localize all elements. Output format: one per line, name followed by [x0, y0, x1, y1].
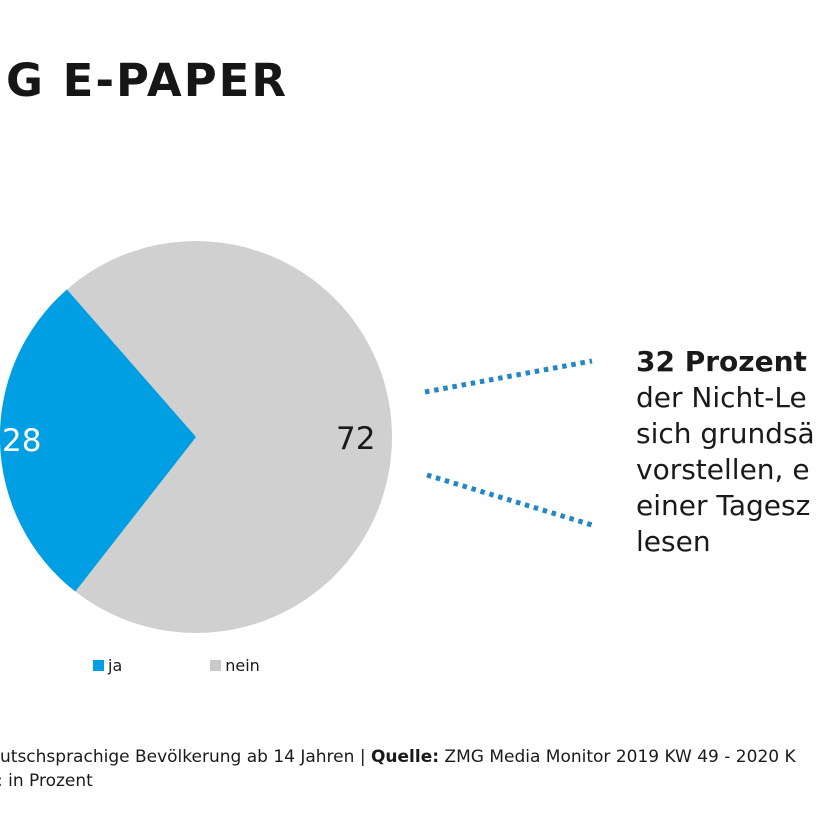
legend-label-ja: ja [108, 656, 123, 675]
source-label: Quelle: [370, 747, 440, 767]
annotation-line-3: sich grundsä [636, 417, 815, 450]
source-line-2: : in Prozent [0, 771, 93, 791]
annotation-connector-lines [424, 358, 593, 528]
annotation-line-5: einer Tagesz [636, 489, 811, 522]
legend-item-nein: nein [210, 656, 260, 675]
annotation-line-6: lesen [636, 525, 711, 558]
connector-line-lower [426, 472, 593, 528]
legend-swatch-nein [210, 660, 222, 671]
pie-slice-ja [0, 289, 196, 592]
page-title: G E-PAPER [6, 54, 289, 107]
legend: ja nein [93, 656, 260, 675]
source-line-1: utschsprachige Bevölkerung ab 14 Jahren … [0, 745, 822, 769]
annotation-text: 32 Prozent der Nicht-Le sich grundsä vor… [636, 344, 822, 560]
annotation-line-2: der Nicht-Le [636, 381, 807, 414]
source-note: utschsprachige Bevölkerung ab 14 Jahren … [0, 745, 822, 793]
legend-label-nein: nein [225, 656, 260, 675]
source-detail-text: ZMG Media Monitor 2019 KW 49 - 2020 K [439, 747, 796, 767]
pie-data-label-nein: 72 [336, 421, 376, 457]
legend-item-ja: ja [93, 656, 122, 675]
annotation-line-4: vorstellen, e [636, 453, 810, 486]
connector-line-upper [424, 358, 593, 395]
legend-swatch-ja [93, 660, 104, 671]
pie-chart-svg [0, 241, 392, 633]
source-basis-text: utschsprachige Bevölkerung ab 14 Jahren … [0, 747, 371, 767]
pie-data-label-ja: 28 [2, 423, 42, 459]
annotation-line-1: 32 Prozent [636, 345, 807, 378]
pie-chart [0, 241, 400, 641]
